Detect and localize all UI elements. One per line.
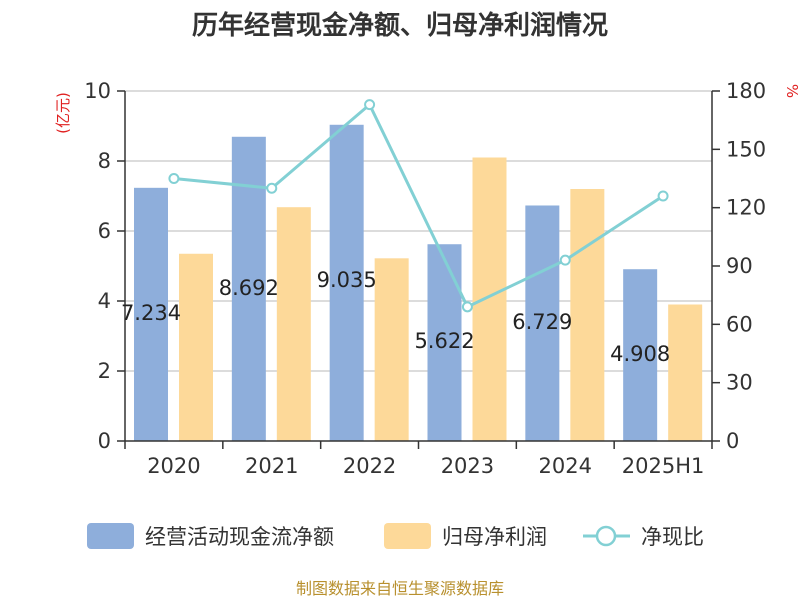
chart-title: 历年经营现金净额、归母净利润情况 [192,10,608,41]
left-tick-label: 2 [98,359,111,383]
ratio-point [364,99,376,111]
left-axis-ticks: 0 2 4 6 8 10 [84,79,125,453]
net-profit-bar [570,189,605,441]
left-tick-label: 10 [84,79,111,103]
right-tick-label: 60 [726,312,753,336]
x-tick-label: 2023 [441,454,494,478]
gridlines [125,90,712,372]
net-profit-bar [374,258,409,441]
right-tick-label: 30 [726,371,753,395]
ratio-point [559,254,571,266]
net-profit-bar [276,207,311,441]
ratio-line-path [173,102,664,309]
right-tick-label: 180 [726,79,766,103]
cashflow-data-label: 8.692 [219,276,279,300]
ratio-line [168,99,669,313]
net-profit-bar [472,157,507,441]
right-axis-ticks: 0 30 60 90 120 150 180 [712,79,766,453]
legend-swatch-cashflow [87,523,134,549]
left-tick-label: 6 [98,219,111,243]
x-axis-ticks: 2020 2021 2022 2023 2024 2025H1 [124,441,713,478]
legend-label-cashflow: 经营活动现金流净额 [145,525,334,549]
cashflow-data-label: 5.622 [414,329,474,353]
cashflow-data-label: 7.234 [121,301,181,325]
x-tick-label: 2025H1 [622,454,705,478]
legend-swatch-net-profit [384,523,431,549]
ratio-point [461,301,473,313]
right-axis-unit: % [783,84,800,98]
x-tick-label: 2021 [245,454,298,478]
net-profit-bar [668,304,703,441]
left-tick-label: 0 [98,429,111,453]
cashflow-bar [623,269,658,441]
cashflow-bar [134,187,168,441]
cashflow-bar [525,205,560,441]
data-labels: 7.234 8.692 9.035 5.622 6.729 4.908 [121,268,670,366]
cashflow-bar [427,244,462,441]
ratio-point [168,173,180,184]
cashflow-data-label: 4.908 [610,342,670,366]
legend-marker-ratio [595,525,617,547]
cashflow-data-label: 6.729 [512,310,572,334]
ratio-point [266,182,278,194]
legend-label-net-profit: 归母净利润 [442,525,547,549]
legend-label-ratio: 净现比 [641,525,704,549]
bars [134,124,703,442]
cashflow-data-label: 9.035 [317,268,377,292]
x-tick-label: 2020 [147,454,200,478]
left-tick-label: 8 [98,149,111,173]
left-tick-label: 4 [98,289,111,313]
source-note: 制图数据来自恒生聚源数据库 [296,579,504,598]
legend: 经营活动现金流净额 归母净利润 净现比 [87,523,704,549]
left-axis-unit: (亿元) [54,92,72,134]
ratio-point [657,190,669,202]
x-tick-label: 2024 [539,454,592,478]
right-tick-label: 120 [726,196,766,220]
right-tick-label: 0 [726,429,739,453]
right-tick-label: 90 [726,254,753,278]
right-tick-label: 150 [726,137,766,161]
cashflow-bar [329,124,364,442]
net-profit-bar [179,253,213,441]
x-tick-label: 2022 [343,454,396,478]
